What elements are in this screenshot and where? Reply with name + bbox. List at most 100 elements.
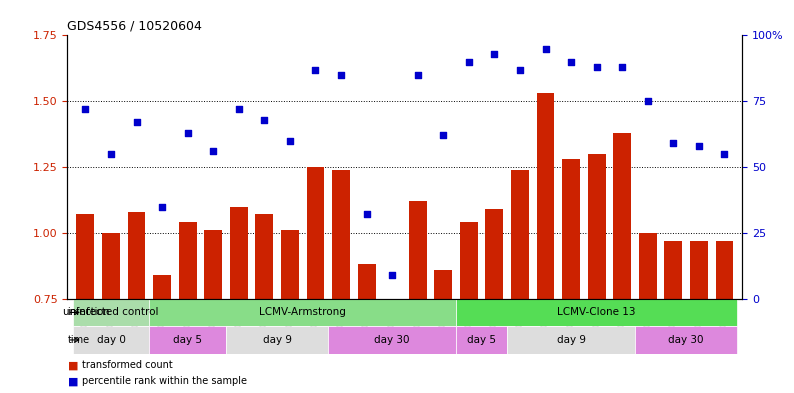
Point: [411, 72, 424, 78]
Point: [488, 51, 501, 57]
Bar: [204, 230, 222, 299]
Point: [642, 98, 654, 104]
Point: [335, 72, 348, 78]
Text: day 9: day 9: [263, 335, 291, 345]
Text: transformed count: transformed count: [82, 360, 172, 371]
Point: [437, 132, 449, 139]
Bar: [639, 233, 657, 299]
Text: GSM1083162: GSM1083162: [337, 299, 345, 350]
Point: [718, 151, 730, 157]
Bar: [456, 326, 507, 354]
Text: GSM1083174: GSM1083174: [643, 299, 653, 350]
Text: GSM1083169: GSM1083169: [515, 299, 525, 350]
Text: GSM1083176: GSM1083176: [695, 299, 703, 350]
Text: GDS4556 / 10520604: GDS4556 / 10520604: [67, 20, 202, 33]
Point: [616, 64, 629, 70]
Text: GSM1083167: GSM1083167: [464, 299, 473, 350]
Text: GSM1083153: GSM1083153: [106, 299, 115, 350]
Point: [565, 59, 577, 65]
Text: uninfected control: uninfected control: [64, 307, 159, 318]
Bar: [460, 222, 478, 299]
Bar: [434, 270, 453, 299]
Point: [539, 45, 552, 51]
Bar: [357, 264, 376, 299]
Bar: [409, 201, 426, 299]
Bar: [229, 206, 248, 299]
Text: GSM1083165: GSM1083165: [413, 299, 422, 350]
Text: day 9: day 9: [557, 335, 586, 345]
Bar: [149, 326, 226, 354]
Text: GSM1083158: GSM1083158: [234, 299, 243, 350]
Bar: [306, 167, 325, 299]
Bar: [153, 275, 171, 299]
Point: [156, 203, 168, 209]
Text: day 30: day 30: [375, 335, 410, 345]
Text: LCMV-Clone 13: LCMV-Clone 13: [557, 307, 636, 318]
Bar: [456, 299, 738, 326]
Point: [590, 64, 603, 70]
Text: ■: ■: [67, 376, 78, 386]
Point: [462, 59, 475, 65]
Text: GSM1083163: GSM1083163: [362, 299, 371, 350]
Bar: [281, 230, 299, 299]
Bar: [149, 299, 456, 326]
Text: infection: infection: [67, 307, 110, 318]
Text: ■: ■: [67, 360, 78, 371]
Point: [258, 116, 271, 123]
Text: GSM1083166: GSM1083166: [439, 299, 448, 350]
Bar: [562, 159, 580, 299]
Bar: [128, 212, 145, 299]
Point: [283, 138, 296, 144]
Bar: [332, 170, 350, 299]
Text: GSM1083175: GSM1083175: [669, 299, 678, 350]
Bar: [328, 326, 456, 354]
Text: GSM1083161: GSM1083161: [311, 299, 320, 350]
Text: GSM1083170: GSM1083170: [541, 299, 550, 350]
Text: GSM1083155: GSM1083155: [157, 299, 167, 350]
Point: [514, 66, 526, 73]
Point: [130, 119, 143, 125]
Point: [79, 106, 92, 112]
Text: GSM1083160: GSM1083160: [285, 299, 295, 350]
Text: GSM1083177: GSM1083177: [720, 299, 729, 350]
Text: GSM1083154: GSM1083154: [132, 299, 141, 350]
Point: [386, 272, 399, 278]
Text: day 5: day 5: [467, 335, 496, 345]
Text: time: time: [67, 335, 90, 345]
Bar: [256, 215, 273, 299]
Point: [692, 143, 705, 149]
Text: GSM1083157: GSM1083157: [209, 299, 218, 350]
Text: GSM1083156: GSM1083156: [183, 299, 192, 350]
Bar: [665, 241, 682, 299]
Text: GSM1083173: GSM1083173: [618, 299, 626, 350]
Text: day 30: day 30: [669, 335, 704, 345]
Bar: [226, 326, 328, 354]
Text: GSM1083168: GSM1083168: [490, 299, 499, 350]
Text: GSM1083164: GSM1083164: [387, 299, 397, 350]
Bar: [179, 222, 197, 299]
Bar: [635, 326, 738, 354]
Text: LCMV-Armstrong: LCMV-Armstrong: [260, 307, 346, 318]
Point: [105, 151, 118, 157]
Text: day 5: day 5: [173, 335, 202, 345]
Bar: [72, 299, 149, 326]
Bar: [613, 133, 631, 299]
Text: GSM1083159: GSM1083159: [260, 299, 269, 350]
Point: [233, 106, 245, 112]
Bar: [76, 215, 94, 299]
Bar: [72, 326, 149, 354]
Point: [309, 66, 322, 73]
Text: GSM1083171: GSM1083171: [567, 299, 576, 350]
Bar: [102, 233, 120, 299]
Point: [667, 140, 680, 147]
Bar: [715, 241, 734, 299]
Text: percentile rank within the sample: percentile rank within the sample: [82, 376, 247, 386]
Text: day 0: day 0: [97, 335, 125, 345]
Bar: [511, 170, 529, 299]
Bar: [690, 241, 708, 299]
Text: GSM1083152: GSM1083152: [81, 299, 90, 350]
Text: GSM1083172: GSM1083172: [592, 299, 601, 350]
Bar: [588, 154, 606, 299]
Point: [181, 130, 194, 136]
Bar: [485, 209, 503, 299]
